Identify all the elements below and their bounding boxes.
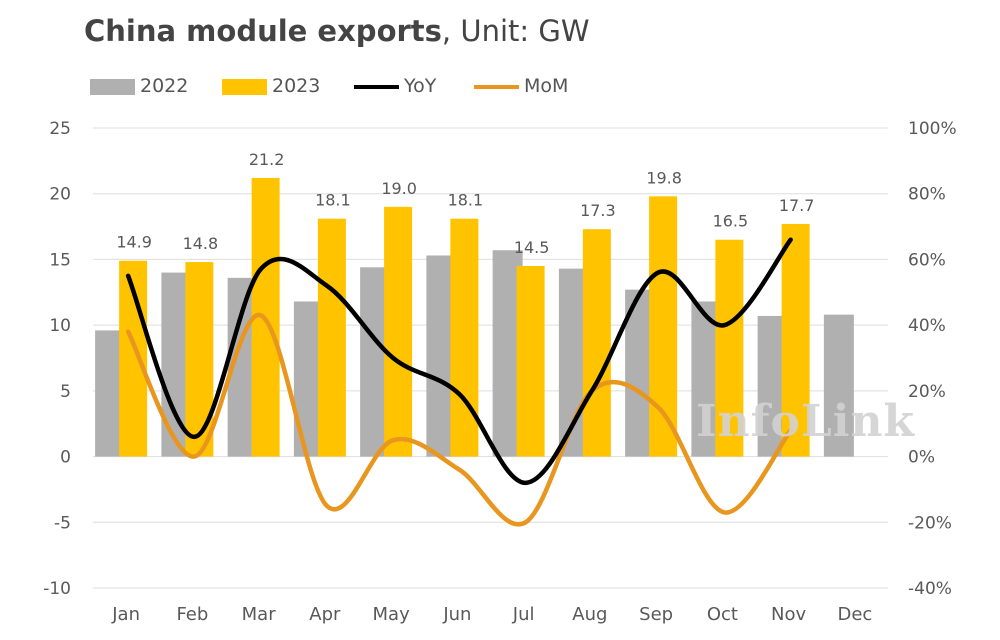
left-axis-tick-label: 10 <box>49 316 71 336</box>
right-axis-tick-label: -20% <box>908 513 952 533</box>
bar-2023 <box>384 206 413 457</box>
bar-2023 <box>582 229 611 457</box>
left-axis-tick-label: 0 <box>60 448 71 468</box>
bar-2023 <box>516 266 545 457</box>
x-axis-tick-label: Aug <box>572 604 607 625</box>
right-axis-tick-label: 20% <box>908 382 946 402</box>
x-axis-tick-label: Apr <box>309 604 341 625</box>
x-axis-tick-label: Oct <box>707 604 738 625</box>
bar-2022 <box>823 314 854 457</box>
bar-2023 <box>781 223 810 457</box>
legend-swatch-2023 <box>222 79 267 95</box>
x-axis-tick-label: May <box>373 604 411 625</box>
legend-swatch-mom <box>474 85 519 89</box>
data-label-2023: 14.5 <box>514 238 550 257</box>
right-axis-tick-label: 40% <box>908 316 946 336</box>
bar-2023 <box>450 218 479 457</box>
x-axis-tick-label: Sep <box>639 604 673 625</box>
line-mom <box>125 313 793 527</box>
infolink-watermark: InfoLink <box>696 396 915 447</box>
left-axis-tick-label: 15 <box>49 250 71 270</box>
chart-title: China module exports, Unit: GW <box>84 14 590 48</box>
data-label-2023: 18.1 <box>315 191 351 210</box>
data-label-2023: 19.8 <box>646 168 682 187</box>
right-axis-tick-label: 0% <box>908 448 935 468</box>
left-axis-tick-label: -5 <box>54 513 71 533</box>
bar-2023 <box>715 239 744 457</box>
right-axis-tick-label: 60% <box>908 250 946 270</box>
x-axis-tick-label: Jan <box>111 604 140 625</box>
x-axis-tick-label: Nov <box>771 604 806 625</box>
left-axis-tick-label: 20 <box>49 185 71 205</box>
data-label-2023: 18.1 <box>448 191 484 210</box>
legend-label-2022: 2022 <box>140 75 189 97</box>
data-label-2023: 14.8 <box>183 234 219 253</box>
x-axis-tick-label: Mar <box>242 604 277 625</box>
left-axis-tick-label: -10 <box>43 579 71 599</box>
x-axis-tick-label: Jun <box>442 604 471 625</box>
right-axis-tick-label: 100% <box>908 119 957 139</box>
bar-2023 <box>185 262 214 457</box>
data-label-2023: 17.7 <box>779 196 815 215</box>
bar-2023 <box>649 196 678 457</box>
right-axis-tick-label: -40% <box>908 579 952 599</box>
line-yoy <box>125 237 793 486</box>
right-axis-tick-label: 80% <box>908 185 946 205</box>
data-label-2023: 16.5 <box>713 212 749 231</box>
data-label-2023: 19.0 <box>381 179 417 198</box>
data-label-2023: 14.9 <box>116 233 152 252</box>
legend-swatch-yoy <box>354 85 399 89</box>
bar-2023 <box>317 218 346 457</box>
legend-label-mom: MoM <box>524 75 569 97</box>
data-label-2023: 17.3 <box>580 201 616 220</box>
chart-title-unit: , Unit: GW <box>441 14 590 48</box>
legend-label-2023: 2023 <box>272 75 321 97</box>
left-axis-tick-label: 5 <box>60 382 71 402</box>
legend-label-yoy: YoY <box>404 75 437 97</box>
chart-title-bold: China module exports <box>84 14 442 48</box>
data-label-2023: 21.2 <box>249 150 285 169</box>
x-axis-tick-label: Dec <box>837 604 872 625</box>
x-axis-tick-label: Feb <box>176 604 208 625</box>
x-axis-tick-label: Jul <box>512 604 535 625</box>
legend-swatch-2022 <box>90 79 135 95</box>
left-axis-tick-label: 25 <box>49 119 71 139</box>
